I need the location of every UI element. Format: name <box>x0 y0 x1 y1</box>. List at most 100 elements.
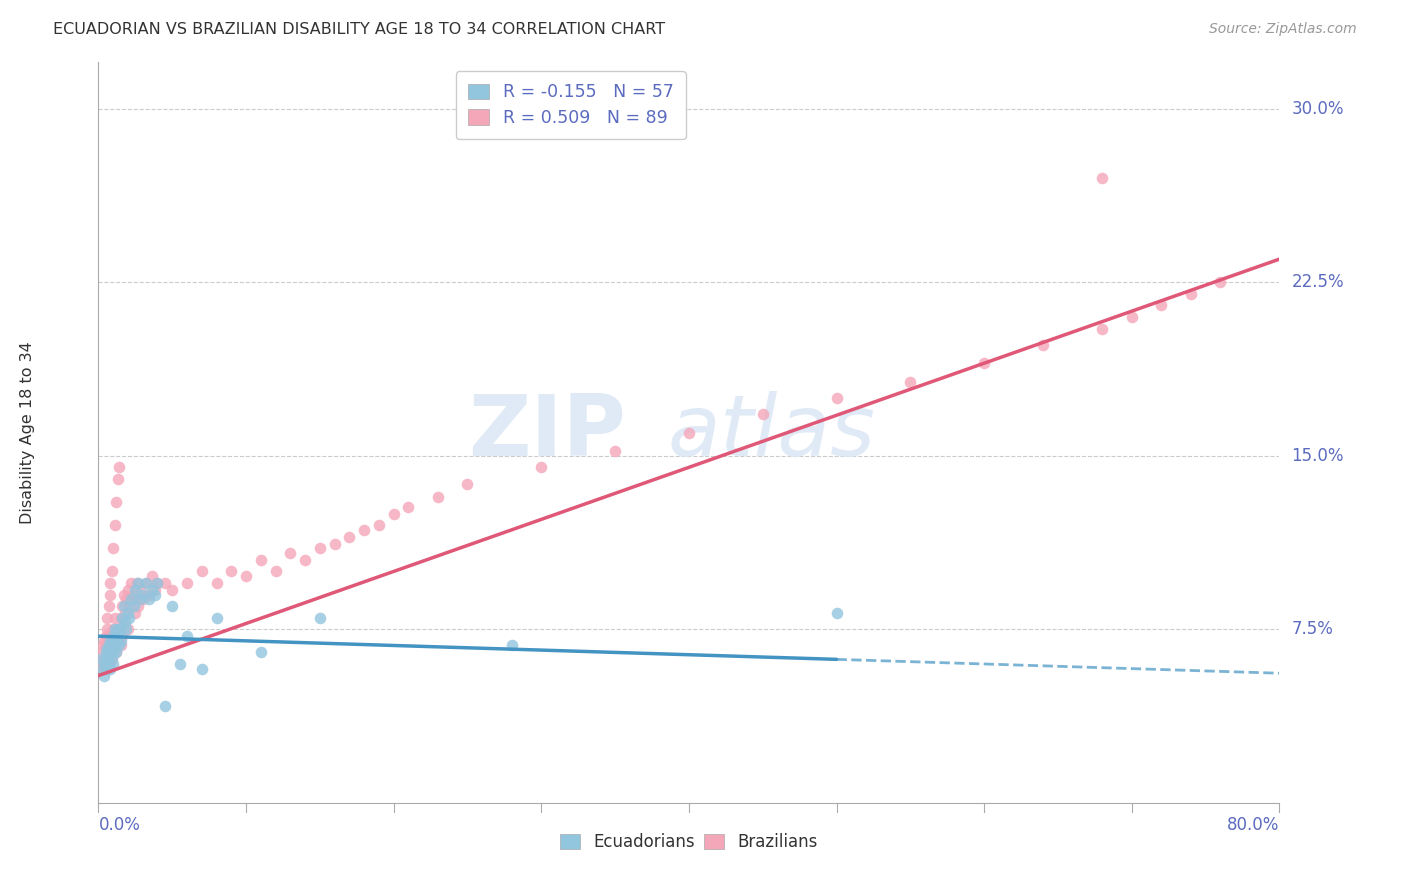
Point <box>112 599 135 614</box>
Point <box>98 576 121 591</box>
Point <box>250 645 273 659</box>
Point <box>127 576 149 591</box>
Point <box>98 645 121 659</box>
Point <box>96 640 118 655</box>
Point <box>530 460 553 475</box>
Point <box>1032 337 1054 351</box>
Point <box>153 576 176 591</box>
Point <box>382 507 405 521</box>
Point <box>973 356 995 370</box>
Point <box>103 645 125 659</box>
Point <box>90 652 112 666</box>
Point <box>96 610 118 624</box>
Point <box>135 576 157 591</box>
Point <box>110 633 132 648</box>
Point <box>115 622 138 636</box>
Point <box>120 576 142 591</box>
Point <box>112 588 135 602</box>
Point <box>678 425 700 440</box>
Point <box>111 610 134 624</box>
Point <box>353 523 375 537</box>
Point <box>135 576 157 591</box>
Point <box>98 662 121 676</box>
Point <box>107 622 129 636</box>
Point <box>128 582 150 597</box>
Point <box>108 639 131 653</box>
Point <box>132 588 155 602</box>
Point <box>97 629 120 643</box>
Point <box>309 610 332 624</box>
Point <box>97 645 120 659</box>
Point <box>132 592 155 607</box>
Point <box>100 650 122 665</box>
Point <box>103 657 125 671</box>
Point <box>128 592 150 607</box>
Point <box>122 588 145 602</box>
Point <box>153 698 176 713</box>
Point <box>110 610 132 624</box>
Point <box>122 599 145 614</box>
Point <box>120 592 142 607</box>
Text: ECUADORIAN VS BRAZILIAN DISABILITY AGE 18 TO 34 CORRELATION CHART: ECUADORIAN VS BRAZILIAN DISABILITY AGE 1… <box>53 22 665 37</box>
Point <box>124 606 146 620</box>
Point <box>96 657 118 671</box>
Point <box>143 582 166 597</box>
Point <box>103 541 125 556</box>
Text: 22.5%: 22.5% <box>1291 273 1344 291</box>
Point <box>108 622 131 636</box>
Point <box>91 639 114 653</box>
Text: 80.0%: 80.0% <box>1227 816 1279 834</box>
Point <box>94 629 117 643</box>
Point <box>107 633 129 648</box>
Point <box>103 629 125 643</box>
Point <box>91 662 114 676</box>
Point <box>104 629 127 643</box>
Point <box>96 662 118 676</box>
Point <box>323 536 346 550</box>
Point <box>752 407 775 421</box>
Point <box>162 599 183 614</box>
Point <box>93 668 115 682</box>
Text: Source: ZipAtlas.com: Source: ZipAtlas.com <box>1209 22 1357 37</box>
Point <box>339 530 361 544</box>
Point <box>94 639 117 653</box>
Point <box>457 476 479 491</box>
Text: Disability Age 18 to 34: Disability Age 18 to 34 <box>20 342 35 524</box>
Point <box>121 592 143 607</box>
Text: ZIP: ZIP <box>468 391 626 475</box>
Point <box>294 553 316 567</box>
Point <box>110 622 132 636</box>
Point <box>309 541 332 556</box>
Point <box>115 592 138 607</box>
Point <box>398 500 420 514</box>
Point <box>825 391 848 405</box>
Point <box>104 622 127 636</box>
Point <box>90 657 112 671</box>
Point <box>94 652 117 666</box>
Point <box>117 606 139 620</box>
Point <box>110 639 132 653</box>
Point <box>112 615 135 630</box>
Point <box>105 495 128 509</box>
Point <box>107 629 129 643</box>
Point <box>93 652 115 666</box>
Point <box>138 588 160 602</box>
Point <box>111 599 134 614</box>
Point <box>264 565 287 579</box>
Point <box>141 569 163 583</box>
Point <box>141 582 163 597</box>
Point <box>235 569 257 583</box>
Point <box>191 565 214 579</box>
Point <box>104 518 127 533</box>
Point <box>1180 286 1202 301</box>
Point <box>100 565 122 579</box>
Point <box>221 565 243 579</box>
Point <box>104 610 127 624</box>
Point <box>97 639 120 653</box>
Point <box>125 576 148 591</box>
Legend: Ecuadorians, Brazilians: Ecuadorians, Brazilians <box>550 823 828 861</box>
Point <box>138 592 160 607</box>
Point <box>124 582 146 597</box>
Point <box>93 657 115 671</box>
Point <box>97 657 120 671</box>
